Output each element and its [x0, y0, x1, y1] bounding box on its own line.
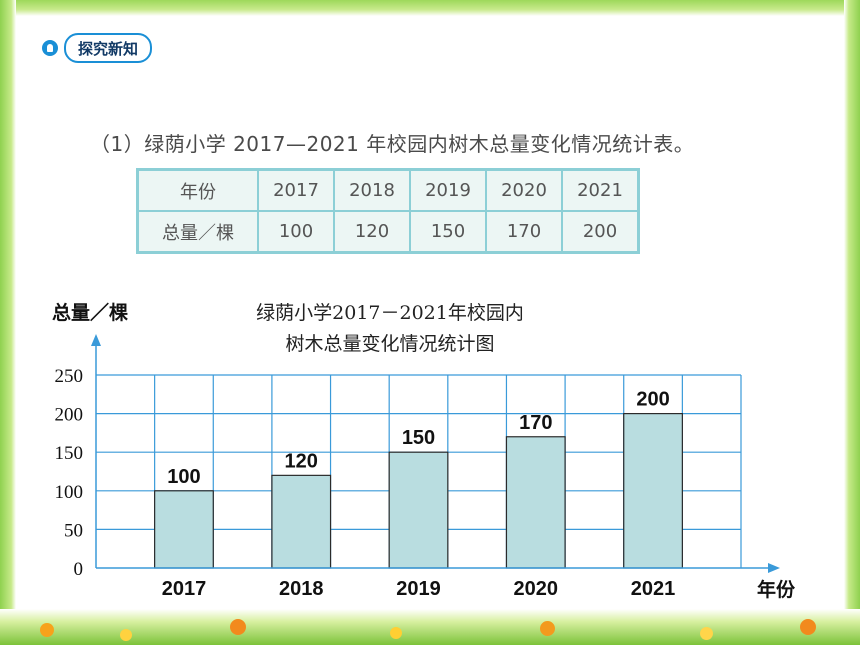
badge-label: 探究新知	[64, 33, 153, 63]
y-tick-label: 150	[55, 443, 84, 464]
flower-icon	[800, 619, 816, 635]
table-cell: 200	[561, 210, 640, 254]
table-cell: 2018	[333, 168, 411, 212]
bar	[388, 451, 449, 569]
x-tick-label: 2019	[396, 578, 441, 600]
bar	[271, 474, 332, 569]
x-axis-arrow-icon	[768, 563, 780, 573]
x-tick-label: 2018	[279, 578, 324, 600]
y-axis-label: 总量／棵	[52, 302, 129, 324]
y-axis-arrow-icon	[91, 334, 101, 346]
data-label: 100	[167, 466, 200, 488]
table-cell: 150	[409, 210, 487, 254]
flower-icon	[700, 627, 713, 640]
table-cell: 170	[485, 210, 563, 254]
decorative-right-border	[844, 0, 860, 645]
y-tick-label: 250	[55, 366, 84, 387]
y-tick-label: 50	[64, 520, 83, 541]
table-cell: 2021	[561, 168, 640, 212]
lightbulb-icon	[42, 40, 58, 56]
decorative-top-border	[0, 0, 860, 16]
y-tick-label: 200	[55, 405, 84, 426]
x-tick-label: 2020	[514, 578, 559, 600]
decorative-left-border	[0, 0, 16, 645]
row-header-total: 总量／棵	[136, 210, 259, 254]
explore-badge: 探究新知	[42, 33, 153, 63]
x-tick-label: 2021	[631, 578, 676, 600]
table-row-totals: 总量／棵 100 120 150 170 200	[136, 210, 640, 254]
y-tick-label: 100	[55, 482, 84, 503]
decorative-flower-meadow	[0, 609, 860, 645]
row-header-year: 年份	[136, 168, 259, 212]
chart-title-line: 树木总量变化情况统计图	[285, 333, 495, 355]
bar	[623, 413, 683, 569]
x-tick-label: 2017	[162, 578, 207, 600]
flower-icon	[390, 627, 402, 639]
table-cell: 2017	[257, 168, 335, 212]
flower-icon	[40, 623, 54, 637]
flower-icon	[540, 621, 555, 636]
table-row-years: 年份 2017 2018 2019 2020 2021	[136, 168, 640, 212]
flower-icon	[230, 619, 246, 635]
bar	[154, 490, 214, 569]
data-label: 170	[519, 412, 552, 434]
table-cell: 2020	[485, 168, 563, 212]
chart-title-line: 绿荫小学2017－2021年校园内	[256, 302, 524, 324]
question-title: （1）绿荫小学 2017—2021 年校园内树木总量变化情况统计表。	[90, 132, 695, 156]
data-label: 200	[636, 389, 669, 411]
chart-title: 绿荫小学2017－2021年校园内 树木总量变化情况统计图	[220, 298, 560, 360]
statistics-table: 年份 2017 2018 2019 2020 2021 总量／棵 100 120…	[136, 168, 640, 254]
x-axis-label: 年份	[757, 579, 796, 601]
flower-icon	[120, 629, 132, 641]
data-label: 150	[402, 427, 435, 449]
table-cell: 100	[257, 210, 335, 254]
table-cell: 2019	[409, 168, 487, 212]
data-label: 120	[285, 450, 318, 472]
table-cell: 120	[333, 210, 411, 254]
bar	[505, 436, 566, 569]
y-tick-label: 0	[74, 559, 84, 580]
